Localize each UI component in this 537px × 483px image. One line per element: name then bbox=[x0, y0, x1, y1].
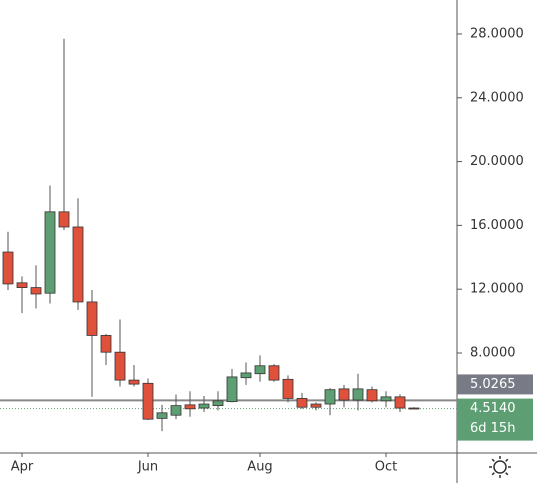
y-tick-label: 24.0000 bbox=[470, 90, 524, 105]
candle-body bbox=[100, 335, 112, 353]
last-price-label: 4.5140 bbox=[470, 401, 516, 416]
y-tick-label: 16.0000 bbox=[470, 218, 524, 233]
settings-icon[interactable] bbox=[489, 456, 511, 478]
candle-body bbox=[30, 287, 42, 295]
candle-body bbox=[296, 398, 308, 408]
candle-body bbox=[44, 211, 56, 294]
candle-body bbox=[170, 405, 182, 416]
y-tick-label: 8.0000 bbox=[470, 345, 516, 360]
candle-body bbox=[156, 412, 168, 419]
candle-body bbox=[128, 379, 140, 385]
candle-body bbox=[380, 396, 392, 402]
candle-body bbox=[408, 407, 420, 410]
candle-body bbox=[254, 365, 266, 375]
candle-body bbox=[226, 376, 238, 403]
x-tick-label: Aug bbox=[247, 460, 272, 475]
candle-body bbox=[142, 382, 154, 420]
last-price-box bbox=[457, 398, 533, 441]
candle-body bbox=[394, 396, 406, 409]
candle-body bbox=[2, 251, 14, 285]
candle-body bbox=[198, 403, 210, 409]
candle-body bbox=[16, 282, 28, 288]
candle-body bbox=[212, 400, 224, 407]
candle-body bbox=[324, 389, 336, 405]
countdown-label: 6d 15h bbox=[470, 421, 515, 436]
candle-body bbox=[86, 301, 98, 336]
x-tick-label: Apr bbox=[11, 460, 34, 475]
candle-body bbox=[184, 404, 196, 410]
x-tick-label: Oct bbox=[375, 460, 397, 475]
y-tick-label: 28.0000 bbox=[470, 26, 524, 41]
price-line-label: 5.0265 bbox=[470, 377, 516, 392]
candle-body bbox=[282, 378, 294, 399]
price-line-box bbox=[457, 374, 533, 395]
candle-body bbox=[310, 403, 322, 408]
y-tick-label: 12.0000 bbox=[470, 282, 524, 297]
icon-rays bbox=[489, 456, 511, 478]
candle-body bbox=[338, 388, 350, 401]
candle-body bbox=[268, 365, 280, 381]
candle-body bbox=[72, 226, 84, 303]
candle-body bbox=[240, 372, 252, 379]
icon-circle bbox=[493, 460, 507, 474]
candle-body bbox=[366, 389, 378, 402]
candle-body bbox=[352, 388, 364, 401]
candle-body bbox=[58, 211, 70, 228]
y-tick-label: 20.0000 bbox=[470, 154, 524, 169]
x-tick-label: Jun bbox=[137, 460, 158, 475]
candle-body bbox=[114, 351, 126, 381]
